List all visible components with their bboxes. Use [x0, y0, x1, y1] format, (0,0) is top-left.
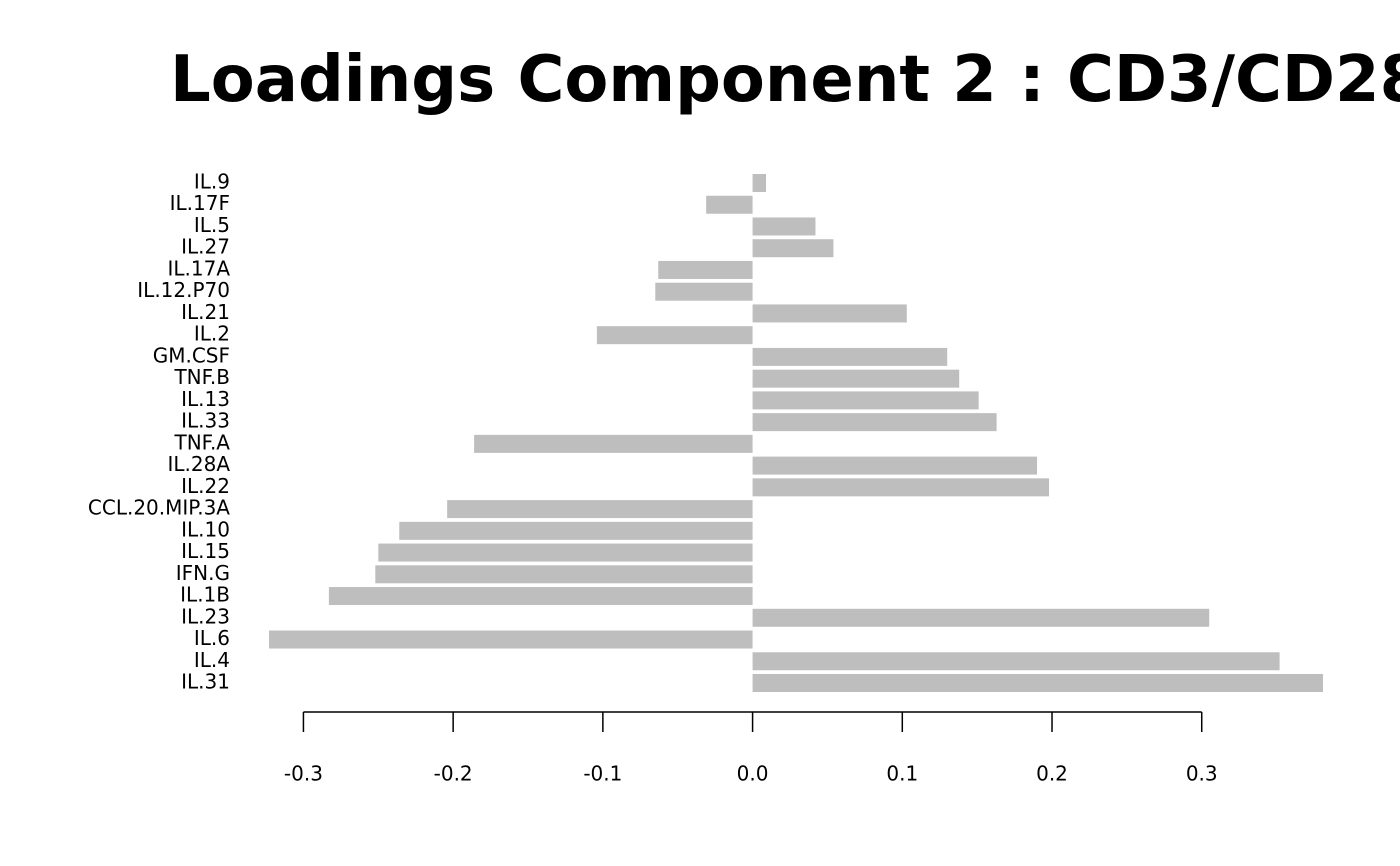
bar — [752, 304, 907, 323]
bar — [447, 500, 753, 519]
y-tick-label: IL.10 — [181, 517, 230, 541]
bar — [474, 434, 753, 453]
y-tick-label: IFN.G — [176, 561, 230, 585]
bar — [752, 347, 948, 366]
bar — [655, 282, 753, 301]
y-tick-label: IL.15 — [181, 539, 230, 563]
y-tick-label: IL.31 — [181, 670, 230, 694]
bar — [752, 413, 997, 432]
y-tick-label: IL.12.P70 — [137, 278, 230, 302]
y-tick-label: IL.4 — [194, 648, 230, 672]
x-tick-label: 0.1 — [886, 762, 918, 786]
bar — [375, 565, 753, 584]
bar — [752, 369, 960, 388]
x-tick-label: -0.1 — [583, 762, 622, 786]
y-tick-label: IL.33 — [181, 409, 230, 433]
bar — [752, 174, 767, 192]
y-tick-label: GM.CSF — [153, 343, 230, 367]
bar — [752, 652, 1280, 671]
y-tick-label: TNF.B — [173, 365, 230, 389]
bar — [706, 195, 753, 214]
y-tick-label: IL.21 — [181, 300, 230, 324]
y-tick-label: IL.13 — [181, 387, 230, 411]
x-tick-label: 0.0 — [737, 762, 769, 786]
y-tick-label: IL.1B — [180, 583, 230, 607]
bar — [752, 456, 1038, 475]
y-tick-label: IL.6 — [194, 626, 230, 650]
x-tick-label: -0.2 — [434, 762, 473, 786]
y-tick-label: IL.17A — [167, 256, 230, 280]
bar — [328, 587, 753, 606]
y-tick-label: IL.28A — [167, 452, 230, 476]
bar — [752, 217, 816, 236]
y-tick-label: IL.22 — [181, 474, 230, 498]
y-tick-label: IL.9 — [194, 170, 230, 194]
x-tick-label: 0.3 — [1186, 762, 1218, 786]
y-tick-label: IL.17F — [170, 191, 230, 215]
x-tick-label: 0.2 — [1036, 762, 1068, 786]
bar — [752, 674, 1323, 692]
bar — [378, 543, 753, 562]
y-tick-label: TNF.A — [173, 430, 230, 454]
bar — [658, 260, 753, 279]
bar — [752, 478, 1050, 497]
bar — [596, 326, 753, 345]
y-tick-label: CCL.20.MIP.3A — [88, 496, 230, 520]
x-tick-label: -0.3 — [284, 762, 323, 786]
chart-title: Loadings Component 2 : CD3/CD28 — [170, 43, 1400, 117]
bar — [752, 391, 979, 410]
y-tick-label: IL.27 — [181, 235, 230, 259]
bar — [269, 630, 753, 649]
y-tick-label: IL.5 — [194, 213, 230, 237]
bar — [752, 239, 834, 258]
y-tick-label: IL.23 — [181, 604, 230, 628]
bar — [752, 608, 1210, 627]
bar — [399, 521, 753, 540]
y-tick-label: IL.2 — [194, 322, 230, 346]
